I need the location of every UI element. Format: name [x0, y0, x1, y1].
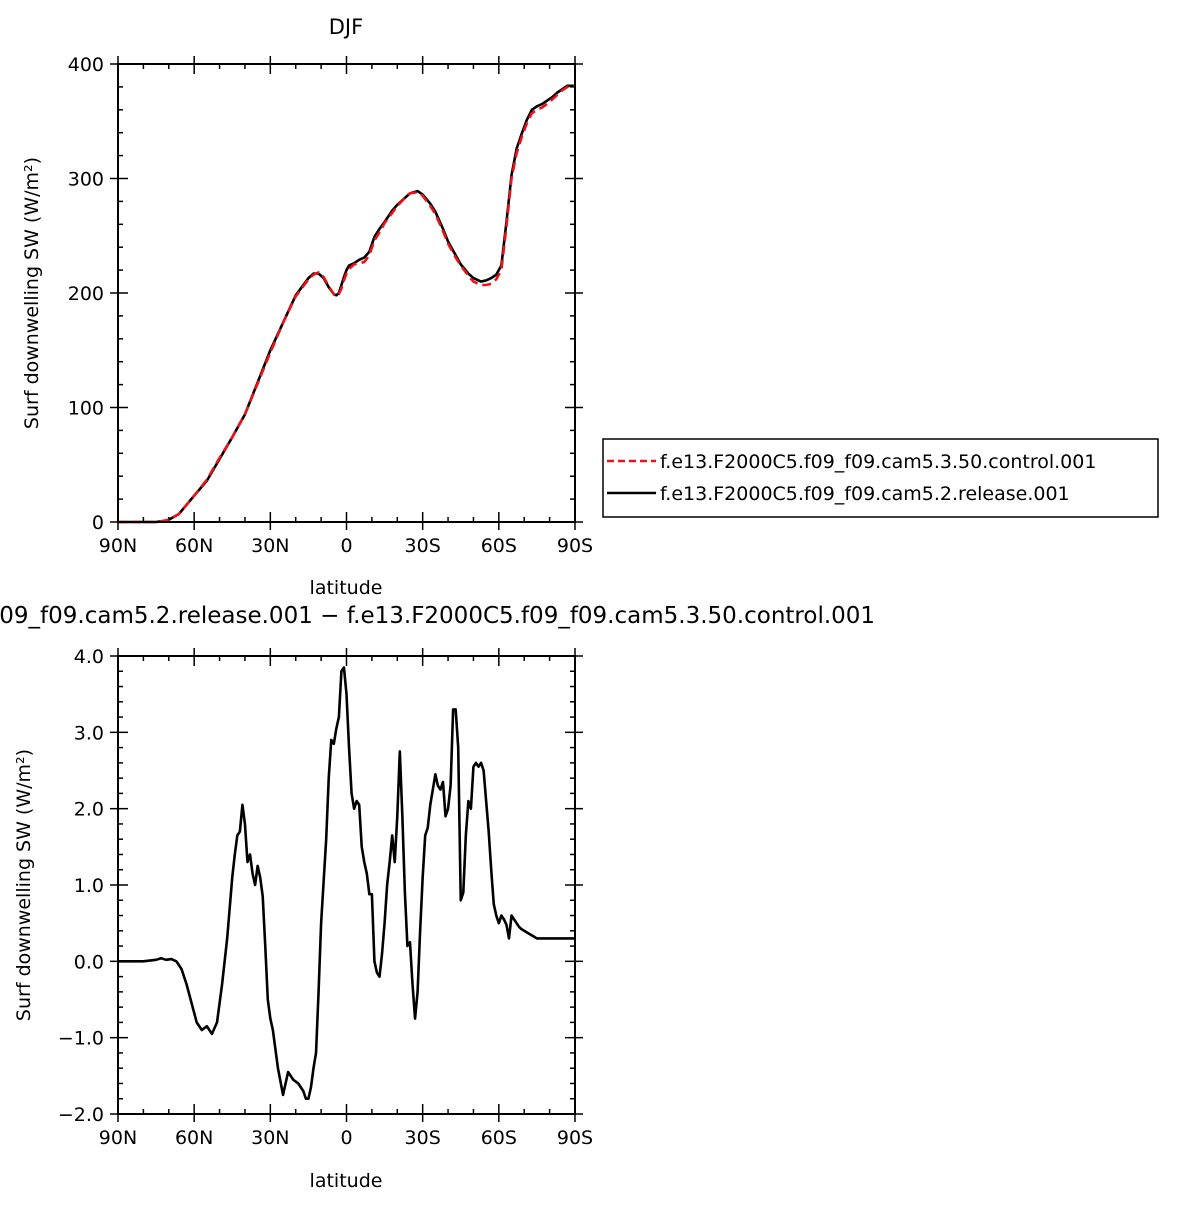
- bottom-y-tick-label: −2.0: [58, 1104, 104, 1126]
- top-x-tick-label: 60N: [175, 535, 213, 557]
- top-x-tick-label: 0: [340, 535, 352, 557]
- bottom-y-tick-label: 2.0: [74, 799, 104, 821]
- top-series-line-1: [118, 84, 575, 524]
- top-y-axis-label: Surf downwelling SW (W/m²): [21, 157, 43, 429]
- bottom-y-tick-label: 1.0: [74, 875, 104, 897]
- bottom-x-tick-label: 60S: [481, 1127, 517, 1149]
- legend-label-release: f.e13.F2000C5.f09_f09.cam5.2.release.001: [660, 483, 1070, 505]
- top-series-lines: [118, 84, 575, 524]
- bottom-x-tick-label: 30N: [251, 1127, 289, 1149]
- bottom-x-tick-label: 90N: [99, 1127, 137, 1149]
- top-y-tick-label: 200: [68, 283, 104, 305]
- bottom-panel: f.e13.F2000C5.f09_f09.cam5.2.release.001…: [0, 603, 875, 1192]
- top-chart-title: DJF: [329, 15, 363, 39]
- top-x-tick-label: 60S: [481, 535, 517, 557]
- top-y-tick-label: 100: [68, 398, 104, 420]
- bottom-series-lines: [118, 666, 575, 1101]
- top-y-tick-label: 0: [92, 512, 104, 534]
- top-x-axis-label: latitude: [310, 577, 383, 599]
- top-series-line-0: [118, 84, 575, 524]
- top-plot-frame: [117, 63, 576, 523]
- bottom-plot-frame: [117, 655, 576, 1115]
- bottom-y-tick-label: −1.0: [58, 1028, 104, 1050]
- legend-label-control: f.e13.F2000C5.f09_f09.cam5.3.50.control.…: [660, 451, 1096, 473]
- top-axis-ticks: 90N 60N 30N 0 30S 60S 90S 0 100 200 300 400: [68, 54, 593, 557]
- top-y-tick-label: 300: [68, 169, 104, 191]
- bottom-x-tick-label: 60N: [175, 1127, 213, 1149]
- legend-box: [602, 438, 1159, 518]
- top-x-tick-label: 30N: [251, 535, 289, 557]
- bottom-y-tick-label: 0.0: [74, 951, 104, 973]
- top-y-tick-label: 400: [68, 54, 104, 76]
- top-x-tick-label: 90N: [99, 535, 137, 557]
- bottom-x-tick-label: 0: [340, 1127, 352, 1149]
- bottom-axis-ticks: 90N 60N 30N 0 30S 60S 90S −2.0 −1.0 0.0 1.0 2.0 3.0 4…: [58, 646, 593, 1149]
- bottom-chart-title: f.e13.F2000C5.f09_f09.cam5.2.release.001…: [0, 603, 875, 629]
- top-x-tick-label: 90S: [557, 535, 593, 557]
- top-panel: DJF Surf downwelling SW (W/m²) latitude …: [21, 15, 593, 599]
- top-x-tick-label: 30S: [405, 535, 441, 557]
- bottom-y-tick-label: 4.0: [74, 646, 104, 668]
- bottom-y-axis-label: Surf downwelling SW (W/m²): [13, 749, 35, 1021]
- bottom-x-tick-label: 30S: [405, 1127, 441, 1149]
- bottom-x-axis-label: latitude: [310, 1170, 383, 1192]
- legend: f.e13.F2000C5.f09_f09.cam5.3.50.control.…: [602, 438, 1159, 518]
- bottom-x-tick-label: 90S: [557, 1127, 593, 1149]
- bottom-y-tick-label: 3.0: [74, 722, 104, 744]
- bottom-series-line-0: [118, 666, 575, 1101]
